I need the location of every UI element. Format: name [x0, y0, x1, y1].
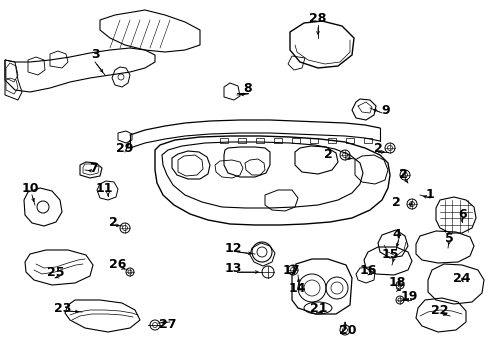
Text: 13: 13: [224, 261, 241, 274]
Text: 2: 2: [398, 168, 407, 181]
Text: 1: 1: [425, 189, 433, 202]
Text: 14: 14: [287, 282, 305, 294]
Text: 15: 15: [381, 248, 398, 261]
Text: 28: 28: [309, 12, 326, 24]
Text: 21: 21: [309, 302, 327, 315]
Text: 16: 16: [359, 265, 376, 278]
Text: 5: 5: [444, 233, 452, 246]
Text: 2: 2: [323, 148, 332, 162]
Text: 8: 8: [243, 82, 252, 95]
Text: 2: 2: [108, 216, 117, 230]
Text: 17: 17: [282, 264, 299, 276]
Text: 2: 2: [391, 197, 400, 210]
Text: 29: 29: [116, 141, 133, 154]
Text: 26: 26: [109, 258, 126, 271]
Text: 24: 24: [452, 271, 470, 284]
Text: 19: 19: [400, 291, 417, 303]
Text: 12: 12: [224, 242, 241, 255]
Text: 23: 23: [54, 302, 72, 315]
Text: 20: 20: [339, 324, 356, 337]
Text: 3: 3: [90, 49, 99, 62]
Text: 25: 25: [47, 266, 64, 279]
Text: 10: 10: [21, 181, 39, 194]
Text: 9: 9: [381, 104, 389, 117]
Text: 27: 27: [159, 319, 176, 332]
Text: 22: 22: [430, 303, 448, 316]
Text: 18: 18: [387, 276, 405, 289]
Text: 11: 11: [95, 181, 113, 194]
Text: 2: 2: [373, 141, 382, 154]
Text: 6: 6: [458, 208, 467, 221]
Text: 4: 4: [392, 229, 401, 242]
Text: 7: 7: [88, 162, 97, 175]
